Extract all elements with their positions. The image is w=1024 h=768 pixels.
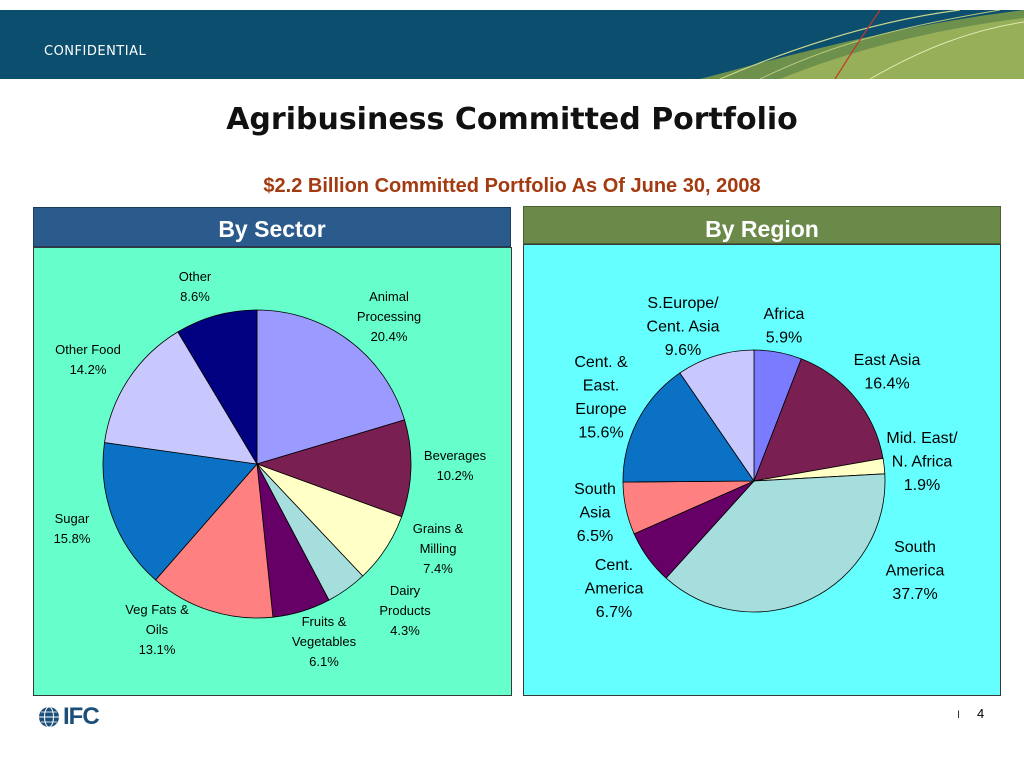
slice-label: S.Europe/Cent. Asia 9.6%	[647, 295, 720, 359]
pie-slice	[622, 372, 755, 483]
slice-label: Fruits & Vegetables 6.1%	[292, 614, 357, 669]
pie-slice	[665, 473, 886, 613]
page-number: 4	[977, 706, 985, 721]
slice-label: Cent. & East. Europe 15.6%	[574, 354, 628, 442]
slice-label: South America 37.7%	[886, 539, 945, 603]
sector-pie-chart: Animal Processing 20.4% Beverages 10.2% Grain…	[54, 269, 487, 669]
slice-label: Other 8.6%	[179, 269, 212, 304]
sector-chart-panel: Animal Processing 20.4% Beverages 10.2% Grain…	[33, 247, 512, 696]
slice-label: Beverages 10.2%	[424, 448, 487, 483]
slice-label: Animal Processing 20.4%	[357, 289, 421, 344]
pie-slice	[753, 358, 884, 482]
confidential-label: CONFIDENTIAL	[44, 44, 147, 59]
page-separator: I	[957, 709, 961, 721]
pie-slice	[255, 419, 412, 518]
slice-label: South Asia 6.5%	[574, 481, 616, 545]
pie-slice	[102, 442, 258, 581]
ifc-logo: IFC	[38, 703, 100, 731]
slice-label: Dairy Products 4.3%	[379, 583, 431, 638]
slice-label: Africa 5.9%	[764, 306, 805, 347]
slice-label: Grains & Milling 7.4%	[413, 521, 464, 576]
banner-swoosh-decoration	[700, 10, 1024, 79]
pie-slice	[177, 309, 258, 466]
region-pie-chart: Africa 5.9% East Asia 16.4% Mid. East/N. Afr…	[574, 295, 958, 621]
slice-label: Veg Fats & Oils 13.1%	[125, 602, 189, 657]
pie-slice	[679, 349, 755, 483]
pie-slice	[155, 463, 274, 619]
pie-slice	[104, 331, 258, 465]
slice-label: East Asia 16.4%	[854, 352, 921, 393]
page-subtitle: $2.2 Billion Committed Portfolio As Of J…	[263, 175, 761, 197]
region-chart-panel: Africa 5.9% East Asia 16.4% Mid. East/N. Afr…	[523, 244, 1001, 696]
top-banner: CONFIDENTIAL	[0, 10, 1024, 79]
globe-icon	[39, 706, 59, 728]
by-region-header: By Region	[523, 206, 1001, 244]
slice-label: Sugar 15.8%	[54, 511, 91, 546]
page-title: Agribusiness Committed Portfolio	[226, 102, 798, 137]
slice-label: Cent. America 6.7%	[585, 557, 644, 621]
logo-text: IFC	[63, 703, 100, 730]
slice-label: Other Food 14.2%	[55, 342, 121, 377]
pie-slice	[256, 309, 406, 465]
by-sector-header: By Sector	[33, 207, 511, 247]
slice-label: Mid. East/N. Africa 1.9%	[886, 430, 958, 494]
